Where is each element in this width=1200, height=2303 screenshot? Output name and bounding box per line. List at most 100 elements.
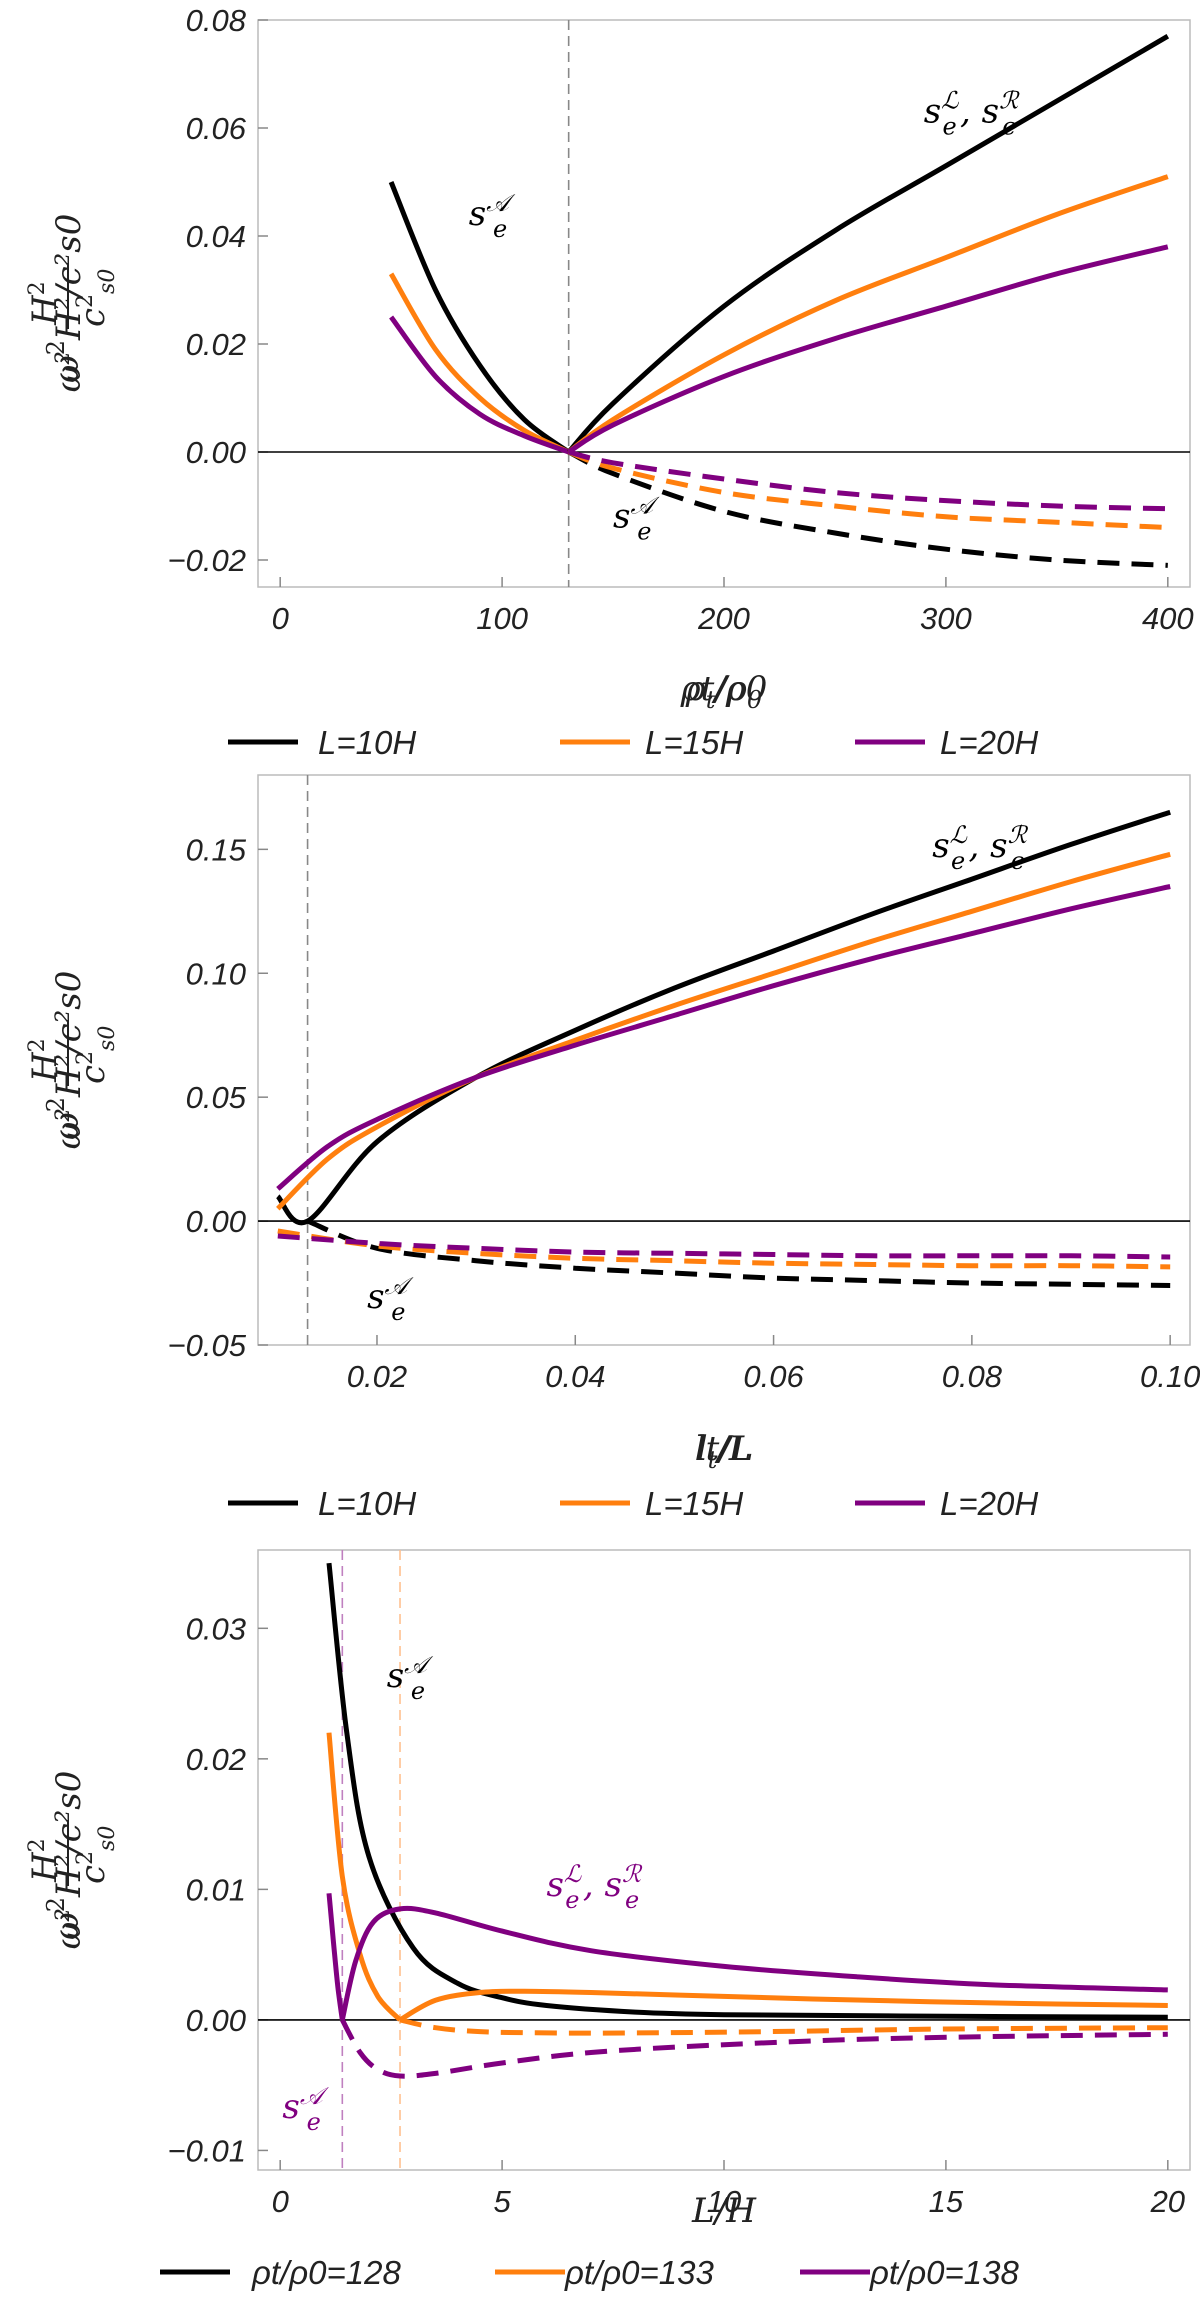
chart-panel-1: −0.02 0.00 0.02 0.04 0.06 0.08 0 100 200 300 400 s…: [25, 3, 1194, 761]
x-axis-title-glyphs-3: L/H: [691, 2191, 757, 2231]
x-tick-label: 10: [707, 2184, 741, 2219]
y-tick-label: −0.02: [168, 543, 246, 578]
y-tick-label: 0.02: [186, 327, 246, 362]
series-line: [276, 851, 1171, 1211]
y-tick-label: 0.06: [186, 111, 247, 146]
x-tick-label: 200: [697, 601, 750, 636]
curve-annotation: s𝒜 e: [282, 2082, 329, 2136]
y-tick-label: 0.00: [186, 435, 246, 470]
legend-label: L=20H: [940, 1485, 1038, 1522]
series-line: [567, 449, 1168, 531]
x-tick-label: 20: [1150, 2184, 1185, 2219]
series-line: [388, 272, 570, 455]
series-line: [568, 449, 1168, 512]
x-tick-label: 300: [920, 601, 972, 636]
chart-panel-2: −0.05 0.00 0.05 0.10 0.15 0.02 0.04 0.06 0.08 0.1…: [25, 774, 1200, 1522]
curve-annotation: s𝒜 e: [469, 189, 516, 243]
legend-label: L=10H: [318, 724, 416, 761]
y-tick-label: 0.04: [186, 219, 246, 254]
curve-annotation: s𝒜 e: [613, 492, 660, 546]
y-tick-label: 0.01: [186, 1872, 246, 1907]
tick-layer-1: −0.02 0.00 0.02 0.04 0.06 0.08 0 100 200 300 400: [168, 3, 1194, 636]
legend-2: L=10H L=15H L=20H: [228, 1485, 1038, 1522]
x-axis-label-1: ρt/ρ0: [680, 669, 768, 709]
x-tick-label: 0: [272, 601, 289, 636]
x-axis-title-glyphs-1: ρt/ρ0: [685, 669, 762, 714]
y-axis-title-3: ω² H²/c²s0 ω2 H2 c2s0: [25, 1771, 120, 1950]
curve-annotation: sℒ e , sℛ e: [546, 1860, 642, 1914]
curve-annotation: s𝒜 e: [387, 1651, 434, 1705]
x-axis-label-2: lt/L: [695, 1429, 754, 1469]
y-tick-label: −0.05: [168, 1328, 247, 1363]
tick-layer-3: −0.01 0.00 0.01 0.02 0.03 0 5 10 15 20: [168, 1611, 1186, 2219]
legend-label: L=20H: [940, 724, 1038, 761]
annotation-layer-2: sℒ e , sℛ e s𝒜 e: [367, 821, 1029, 1326]
series-line: [277, 1233, 1171, 1260]
curve-annotation: sℒ e , sℛ e: [924, 87, 1020, 141]
vline-layer-1: [258, 20, 1190, 587]
annotation-layer-3: s𝒜 e sℒ e , sℛ e s𝒜 e: [282, 1651, 642, 2136]
x-tick-label: 0.02: [347, 1359, 407, 1394]
series-line: [566, 34, 1170, 454]
series-line: [275, 809, 1171, 1226]
x-tick-label: 400: [1142, 601, 1194, 636]
series-line: [277, 1228, 1171, 1270]
chart-panel-3: −0.01 0.00 0.01 0.02 0.03 0 5 10 15 20 s𝒜 e sℒ e , …: [25, 1549, 1191, 2291]
series-line: [567, 449, 1168, 568]
series-line: [339, 1905, 1168, 2021]
tick-layer-2: −0.05 0.00 0.05 0.10 0.15 0.02 0.04 0.06 0.08 0.1…: [168, 832, 1200, 1394]
x-tick-label: 0: [272, 2184, 289, 2219]
y-axis-title-glyphs-1: ω2 H2 c2s0: [25, 263, 120, 383]
y-tick-label: 0.03: [186, 1611, 246, 1646]
legend-label: ρt/ρ0=133: [564, 2254, 714, 2291]
svg-text:ω2: ω2: [42, 1897, 87, 1940]
y-tick-label: 0.02: [186, 1742, 246, 1777]
legend-label: L=15H: [645, 1485, 743, 1522]
y-tick-label: 0.10: [186, 956, 246, 991]
series-line: [389, 315, 570, 455]
y-tick-label: 0.08: [186, 3, 247, 38]
legend-label: L=10H: [318, 1485, 416, 1522]
plot-frame-2: [257, 774, 1191, 1346]
legend-label: ρt/ρ0=138: [869, 2254, 1019, 2291]
series-layer-2: [275, 809, 1171, 1288]
series-line: [326, 1562, 1168, 2020]
y-tick-label: 0.15: [186, 832, 247, 867]
series-line: [276, 884, 1171, 1191]
series-line: [306, 1218, 1171, 1288]
y-tick-label: −0.01: [168, 2133, 246, 2168]
x-axis-label-3: L/H: [691, 2191, 757, 2231]
y-axis-title-1: ω² H²/c²s0 ω2 H2 c2s0: [25, 214, 120, 393]
x-tick-label: 5: [493, 2184, 511, 2219]
x-tick-label: 0.04: [545, 1359, 605, 1394]
annotation-layer-1: s𝒜 e sℒ e , sℛ e s𝒜 e: [469, 87, 1020, 546]
y-tick-label: 0.00: [186, 1204, 246, 1239]
x-tick-label: 0.06: [743, 1359, 804, 1394]
y-tick-label: 0.00: [186, 2003, 246, 2038]
series-layer-1: [388, 34, 1170, 568]
legend-3: ρt/ρ0=128 ρt/ρ0=133 ρt/ρ0=138: [160, 2254, 1019, 2291]
vline-layer-2: [258, 775, 1190, 1345]
series-line: [388, 181, 571, 455]
series-line: [567, 174, 1169, 455]
legend-1: L=10H L=15H L=20H: [228, 724, 1038, 761]
series-line: [567, 244, 1169, 455]
curve-annotation: sℒ e , sℛ e: [932, 821, 1028, 875]
x-tick-label: 0.08: [942, 1359, 1003, 1394]
series-layer-3: [326, 1562, 1168, 2079]
y-tick-label: 0.05: [186, 1080, 247, 1115]
legend-label: L=15H: [645, 724, 743, 761]
series-line: [340, 2018, 1168, 2079]
series-line: [326, 1732, 402, 2022]
series-line: [398, 1988, 1168, 2023]
x-tick-label: 15: [929, 2184, 964, 2219]
series-line: [326, 1893, 345, 2021]
svg-text:H2: H2: [25, 281, 65, 326]
curve-annotation: s𝒜 e: [367, 1272, 414, 1326]
x-tick-label: 100: [476, 601, 528, 636]
x-tick-label: 0.10: [1140, 1359, 1200, 1394]
y-axis-title-2: ω² H²/c²s0 ω2 H2 c2s0: [25, 971, 120, 1150]
svg-text:H2: H2: [25, 1838, 65, 1883]
x-axis-title-glyphs-2: lt/L: [697, 1429, 752, 1474]
